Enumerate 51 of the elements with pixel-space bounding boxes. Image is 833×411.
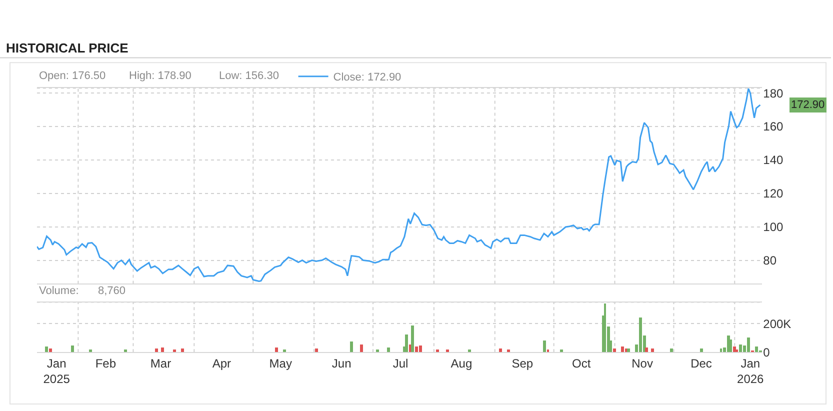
- x-tick-label: Jul: [392, 356, 408, 371]
- legend-label: Close: 172.90: [333, 72, 402, 84]
- x-tick-label: Jan 2025: [43, 356, 70, 386]
- bar: [638, 317, 642, 352]
- bar: [160, 347, 164, 352]
- y-tick-label: 160: [763, 120, 784, 134]
- text: 8,760: [98, 285, 126, 297]
- x-tick-label: Sep: [512, 356, 534, 371]
- x-tick-label: Feb: [95, 356, 116, 371]
- text: Volume:: [39, 285, 79, 297]
- x-tick-label: Apr: [212, 356, 232, 371]
- bar: [738, 344, 742, 352]
- x-tick-label: Jan 2026: [737, 356, 764, 386]
- bar: [386, 347, 390, 352]
- y-tick-label: 120: [763, 186, 784, 201]
- bar: [604, 303, 606, 352]
- x-tick-label: Mar: [150, 356, 172, 371]
- text: Open: 176.50: [39, 70, 106, 82]
- chart-title: HISTORICAL PRICE: [6, 40, 129, 56]
- line-series: [36, 88, 761, 282]
- bar: [644, 347, 648, 352]
- bar: [410, 325, 414, 352]
- x-tick-label: Dec: [690, 356, 712, 371]
- y-tick-label: 80: [763, 253, 777, 268]
- bar: [70, 345, 74, 352]
- bar: [542, 340, 546, 352]
- y-tick-label: 100: [763, 220, 784, 234]
- y-tick-label: 200K: [763, 316, 792, 331]
- text: 172.90: [791, 99, 825, 111]
- text: High: 178.90: [129, 70, 192, 82]
- y-tick-label: 180: [763, 86, 784, 100]
- x-tick-label: May: [269, 356, 292, 371]
- bar: [350, 341, 353, 352]
- bar: [360, 344, 363, 352]
- x-tick-label: Oct: [572, 356, 592, 371]
- bar: [418, 345, 422, 352]
- text: Low: 156.30: [219, 70, 279, 82]
- bar: [746, 337, 750, 352]
- x-tick-label: Aug: [450, 356, 472, 371]
- bar: [728, 339, 732, 352]
- bar: [620, 346, 624, 352]
- bar: [44, 346, 48, 352]
- bar: [720, 348, 722, 352]
- y-tick-label: 140: [763, 153, 784, 168]
- x-tick-label: Nov: [632, 356, 653, 371]
- bar: [404, 334, 408, 352]
- bar: [414, 346, 418, 352]
- bar: [754, 346, 758, 352]
- bar: [274, 347, 278, 352]
- y-tick-label: 0: [763, 345, 770, 360]
- x-tick-label: Jun: [332, 356, 352, 371]
